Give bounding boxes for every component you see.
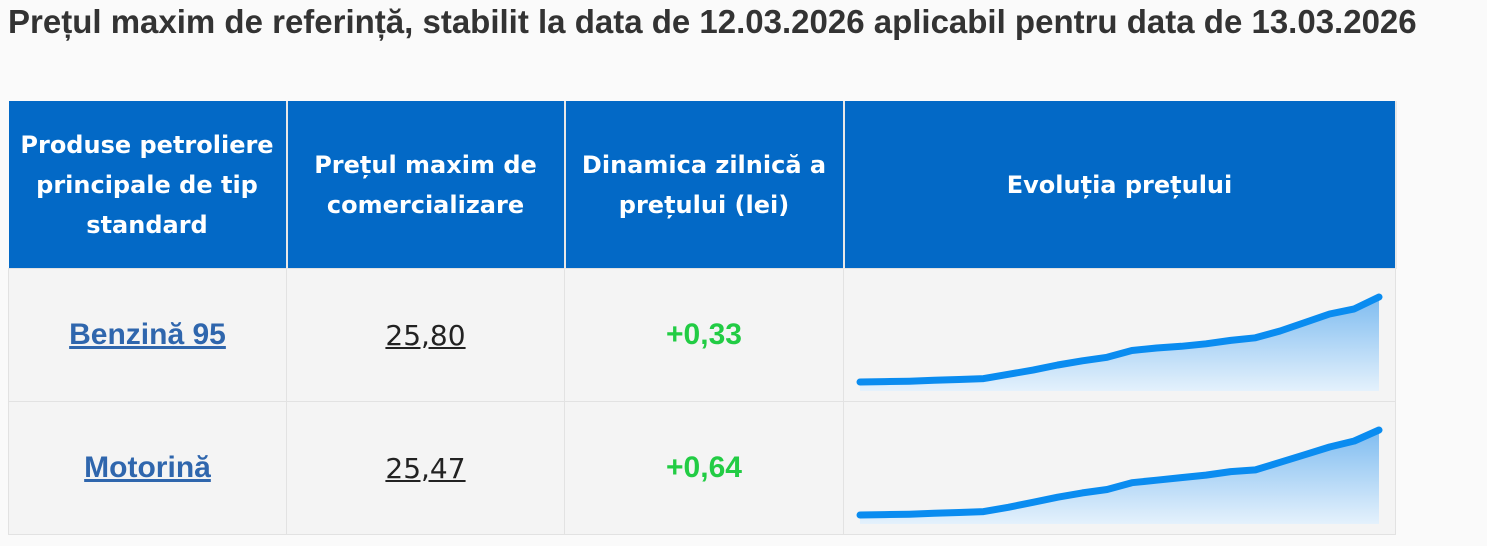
evolution-cell [843, 268, 1396, 402]
product-link[interactable]: Benzină 95 [69, 318, 226, 351]
product-cell: Benzină 95 [8, 268, 287, 402]
change-cell: +0,33 [564, 268, 844, 402]
header-cell: Produse petroliere principale de tip sta… [8, 101, 288, 269]
table-row: Benzină 95 25,80 +0,33 [8, 268, 1396, 402]
header-cell: Prețul maxim de comercializare [286, 101, 566, 269]
table-body: Benzină 95 25,80 +0,33 Motorină 25,47 +0,64 [8, 268, 1396, 535]
header-cell: Evoluția prețului [843, 101, 1397, 269]
header-cell: Dinamica zilnică a prețului (lei) [564, 101, 845, 269]
price-cell: 25,47 [286, 401, 565, 535]
table-row: Motorină 25,47 +0,64 [8, 401, 1396, 535]
sparkline-area [860, 430, 1379, 524]
product-cell: Motorină [8, 401, 287, 535]
sparkline-line [856, 293, 1383, 386]
sparkline [856, 426, 1383, 524]
page-title: Prețul maxim de referință, stabilit la d… [8, 3, 1417, 40]
price-cell: 25,80 [286, 268, 565, 402]
sparkline-line [856, 426, 1383, 519]
price-change: +0,33 [666, 318, 742, 351]
product-link[interactable]: Motorină [84, 451, 211, 484]
change-cell: +0,64 [564, 401, 844, 535]
price[interactable]: 25,80 [385, 318, 466, 352]
sparkline [856, 293, 1383, 391]
evolution-cell [843, 401, 1396, 535]
price-change: +0,64 [666, 451, 742, 484]
price[interactable]: 25,47 [385, 451, 466, 485]
sparkline-area [860, 297, 1379, 391]
price-table: Produse petroliere principale de tip sta… [8, 101, 1397, 535]
header-row: Produse petroliere principale de tip sta… [8, 101, 1397, 269]
